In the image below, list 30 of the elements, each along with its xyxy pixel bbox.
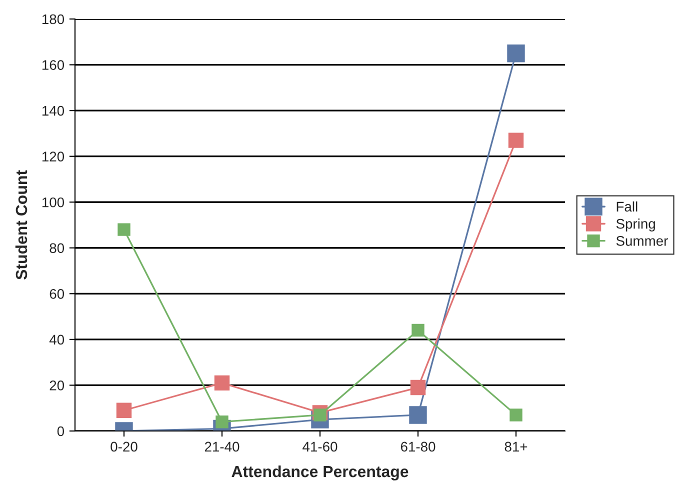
y-tick-label: 160 bbox=[42, 60, 64, 70]
y-tick-label: 40 bbox=[49, 334, 64, 345]
y-tick-label: 120 bbox=[42, 152, 64, 162]
x-tick-label: 61-80 bbox=[400, 442, 436, 452]
x-tick-label: 81+ bbox=[504, 442, 528, 452]
y-tick-label: 180 bbox=[42, 14, 64, 24]
x-tick-label: 0-20 bbox=[110, 442, 138, 452]
point bbox=[508, 132, 524, 148]
x-axis-title: Attendance Percentage bbox=[232, 465, 408, 480]
y-tick-label: 80 bbox=[50, 243, 64, 254]
point bbox=[510, 408, 522, 422]
y-tick-label: 0 bbox=[57, 426, 64, 436]
point bbox=[507, 44, 525, 62]
point bbox=[410, 380, 426, 396]
x-tick-label: 21-40 bbox=[204, 442, 240, 452]
legend-label: Summer bbox=[616, 236, 668, 246]
y-axis-title: Student Count bbox=[15, 170, 28, 280]
point bbox=[214, 375, 230, 391]
point bbox=[409, 406, 427, 424]
point bbox=[412, 324, 424, 337]
y-tick-label: 60 bbox=[50, 289, 64, 299]
y-tick-label: 100 bbox=[42, 197, 64, 208]
point bbox=[118, 223, 130, 236]
point bbox=[116, 402, 132, 418]
y-tick-label: 20 bbox=[50, 380, 64, 390]
legend-label: Fall bbox=[616, 201, 638, 212]
legend-label: Spring bbox=[616, 218, 655, 232]
x-tick-label: 41-60 bbox=[302, 442, 338, 452]
point bbox=[216, 415, 228, 428]
y-tick-label: 140 bbox=[42, 106, 64, 116]
